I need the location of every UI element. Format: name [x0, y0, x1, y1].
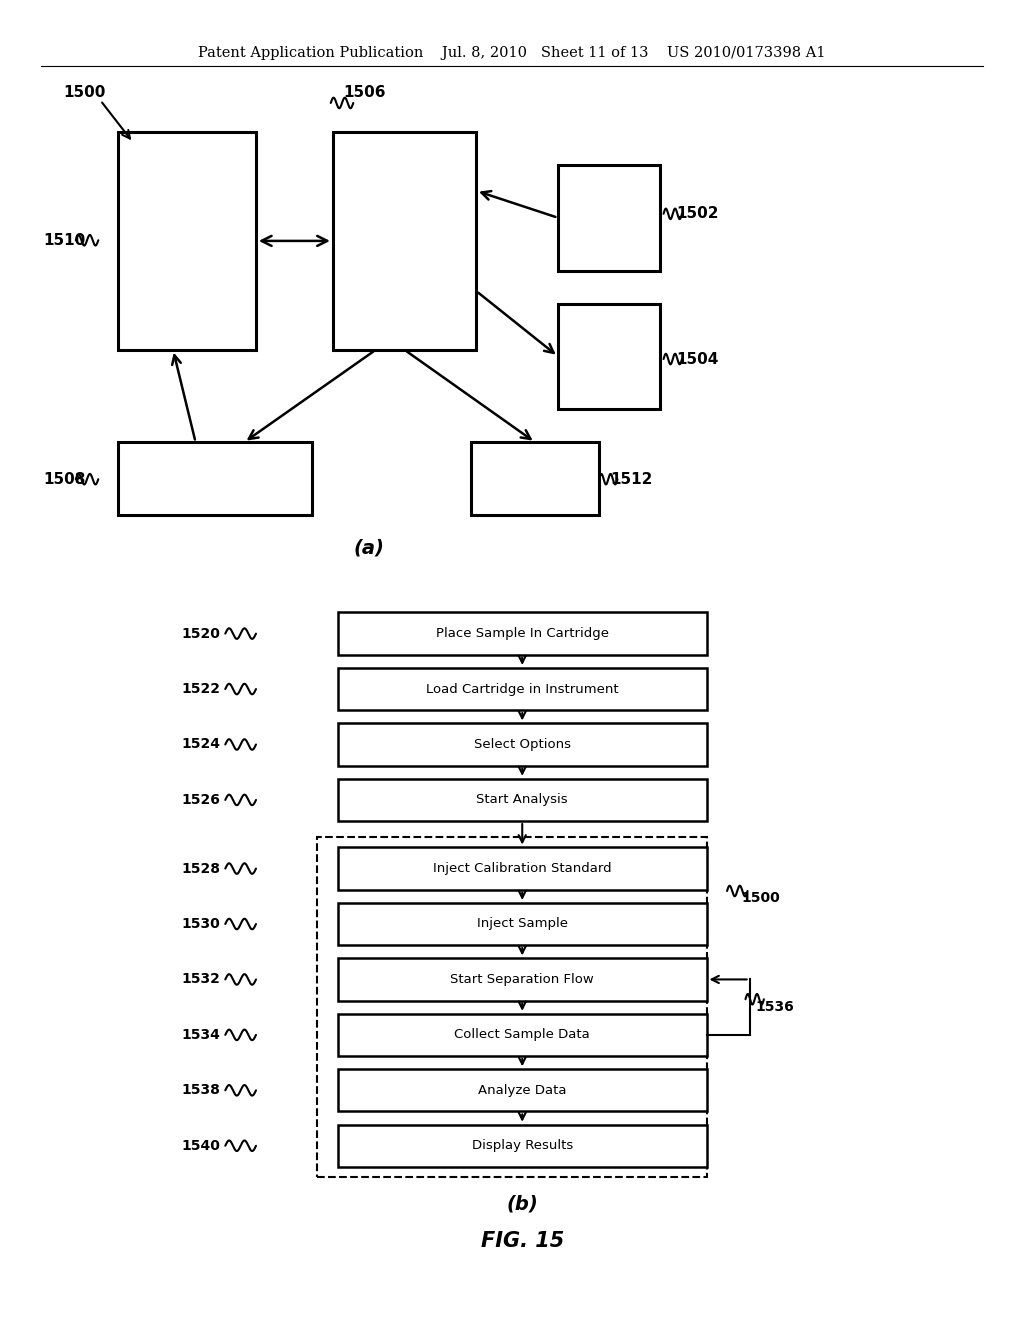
Text: Start Analysis: Start Analysis — [476, 793, 568, 807]
Bar — [338, 847, 707, 890]
Text: (b): (b) — [506, 1195, 539, 1213]
Text: 1508: 1508 — [43, 471, 85, 487]
Text: (a): (a) — [353, 539, 384, 557]
Text: 1526: 1526 — [181, 793, 220, 807]
Text: 1512: 1512 — [610, 471, 652, 487]
Text: 1500: 1500 — [63, 84, 105, 100]
Bar — [338, 958, 707, 1001]
Text: Analyze Data: Analyze Data — [478, 1084, 566, 1097]
Text: FIG. 15: FIG. 15 — [480, 1230, 564, 1251]
Bar — [118, 442, 312, 515]
Bar — [338, 1125, 707, 1167]
Bar — [558, 304, 660, 409]
Bar — [338, 779, 707, 821]
Bar — [338, 668, 707, 710]
Text: Inject Calibration Standard: Inject Calibration Standard — [433, 862, 611, 875]
Text: Load Cartridge in Instrument: Load Cartridge in Instrument — [426, 682, 618, 696]
Text: 1504: 1504 — [676, 351, 718, 367]
Text: 1534: 1534 — [181, 1028, 220, 1041]
Text: Place Sample In Cartridge: Place Sample In Cartridge — [436, 627, 608, 640]
Bar — [333, 132, 476, 350]
Text: 1522: 1522 — [181, 682, 220, 696]
Text: 1510: 1510 — [43, 232, 85, 248]
Text: Display Results: Display Results — [472, 1139, 572, 1152]
Text: 1528: 1528 — [181, 862, 220, 875]
Text: Select Options: Select Options — [474, 738, 570, 751]
Bar — [118, 132, 256, 350]
Text: 1520: 1520 — [181, 627, 220, 640]
Bar — [338, 1014, 707, 1056]
Text: Inject Sample: Inject Sample — [477, 917, 567, 931]
Text: 1506: 1506 — [343, 84, 386, 100]
Text: 1500: 1500 — [741, 891, 780, 904]
Bar — [338, 723, 707, 766]
Text: Patent Application Publication    Jul. 8, 2010   Sheet 11 of 13    US 2010/01733: Patent Application Publication Jul. 8, 2… — [199, 46, 825, 59]
Text: 1502: 1502 — [676, 206, 719, 222]
Bar — [338, 903, 707, 945]
Text: 1536: 1536 — [756, 1001, 795, 1014]
Text: 1538: 1538 — [181, 1084, 220, 1097]
Bar — [338, 612, 707, 655]
Bar — [471, 442, 599, 515]
Bar — [317, 837, 707, 1177]
Bar — [558, 165, 660, 271]
Text: Start Separation Flow: Start Separation Flow — [451, 973, 594, 986]
Text: 1530: 1530 — [181, 917, 220, 931]
Text: 1524: 1524 — [181, 738, 220, 751]
Text: 1532: 1532 — [181, 973, 220, 986]
Text: 1540: 1540 — [181, 1139, 220, 1152]
Text: Collect Sample Data: Collect Sample Data — [455, 1028, 590, 1041]
Bar — [338, 1069, 707, 1111]
